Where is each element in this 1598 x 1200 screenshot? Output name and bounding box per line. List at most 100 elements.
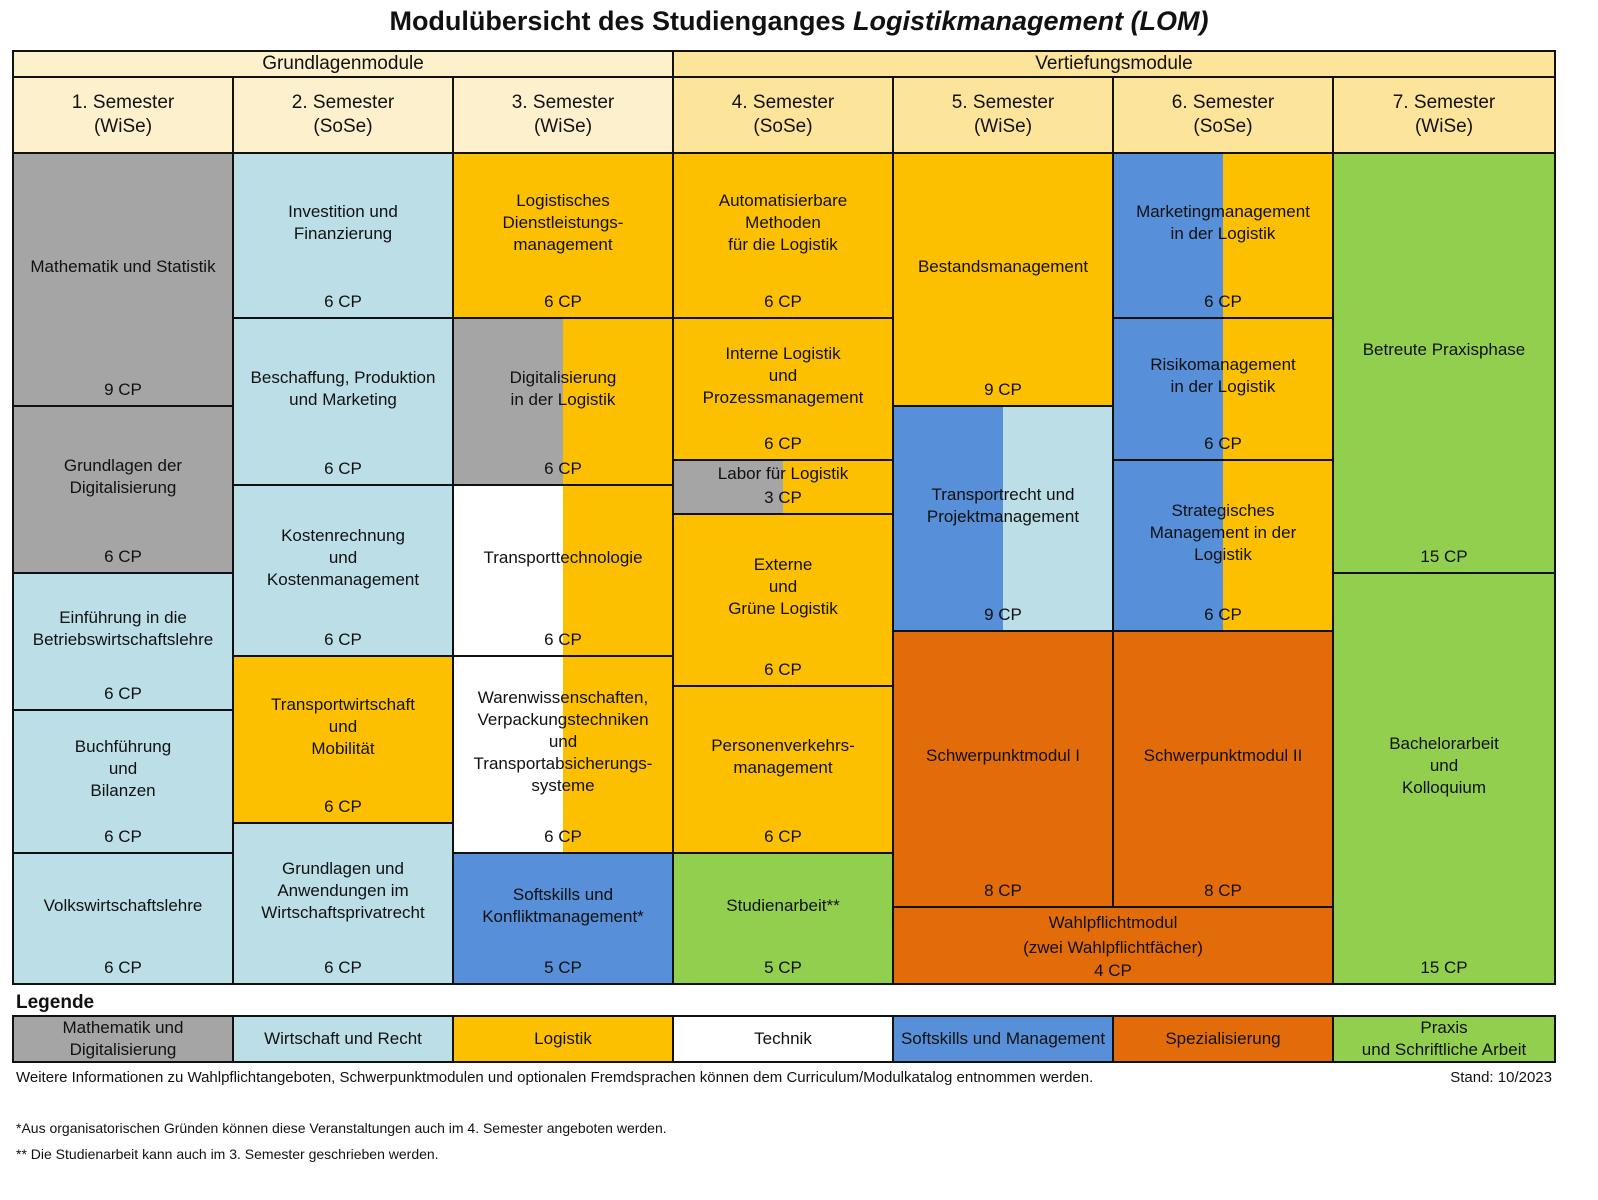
module-name: Marketingmanagement in der Logistik — [1136, 201, 1310, 243]
footnote-1: *Aus organisatorischen Gründen können di… — [16, 1120, 667, 1136]
module-vwl: Volkswirtschaftslehre 6 CP — [12, 852, 234, 985]
module-name: Transportwirtschaft und Mobilität — [271, 694, 415, 758]
module-credits: 6 CP — [104, 684, 142, 703]
module-credits: 9 CP — [984, 380, 1022, 399]
module-credits: 6 CP — [104, 827, 142, 846]
module-schwer2: Schwerpunktmodul II 8 CP — [1112, 630, 1334, 908]
module-name: Grundlagen der Digitalisierung — [63, 455, 183, 497]
module-credits: 6 CP — [324, 797, 362, 816]
title-program: Logistikmanagement (LOM) — [853, 6, 1209, 36]
semester-header-1: 1. Semester (WiSe) — [12, 76, 234, 154]
module-beschaff: Beschaffung, Produktion und Marketing 6 C… — [232, 317, 454, 486]
module-name: Strategisches Management in der Logistik — [1149, 500, 1297, 564]
module-credits: 6 CP — [544, 292, 582, 311]
legend-item-4: Technik — [672, 1015, 894, 1063]
module-name: Kostenrechnung und Kostenmanagement — [266, 525, 420, 589]
module-studienarbeit: Studienarbeit** 5 CP — [672, 852, 894, 985]
module-bestand: Bestandsmanagement 9 CP — [892, 152, 1114, 407]
module-marketing-secondary-category — [1114, 154, 1223, 317]
module-name: Digitalisierung in der Logistik — [509, 367, 617, 409]
module-schwer1: Schwerpunktmodul I 8 CP — [892, 630, 1114, 908]
module-bwl: Einführung in die Betriebswirtschaftsleh… — [12, 572, 234, 711]
module-grund_digi: Grundlagen der Digitalisierung 6 CP — [12, 405, 234, 574]
module-digilog-secondary-category — [454, 319, 563, 484]
module-labor: Labor für Logistik 3 CP — [672, 459, 894, 515]
module-transportw: Transportwirtschaft und Mobilität 6 CP — [232, 655, 454, 824]
module-credits: 6 CP — [764, 292, 802, 311]
page-title: Modulübersicht des Studienganges Logisti… — [0, 6, 1598, 37]
module-waren: Warenwissenschaften, Verpackungstechnike… — [452, 655, 674, 854]
legend-item-1: Mathematik und Digitalisierung — [12, 1015, 234, 1063]
legend-item-7: Praxis und Schriftliche Arbeit — [1332, 1015, 1556, 1063]
module-strateg-secondary-category — [1114, 461, 1223, 630]
semester-header-5: 5. Semester (WiSe) — [892, 76, 1114, 154]
module-buchf: Buchführung und Bilanzen 6 CP — [12, 709, 234, 854]
module-credits: 9 CP — [104, 380, 142, 399]
module-name: Bestandsmanagement — [917, 256, 1089, 276]
module-logdienst: Logistisches Dienstleistungs- management… — [452, 152, 674, 319]
module-name: Schwerpunktmodul II — [1143, 746, 1303, 765]
module-name: Grundlagen und Anwendungen im Wirtschaft… — [261, 858, 425, 922]
module-credits: 6 CP — [764, 660, 802, 679]
module-credits: 6 CP — [104, 547, 142, 566]
module-name: Externe und Grüne Logistik — [728, 555, 838, 618]
module-praxis: Betreute Praxisphase 15 CP — [1332, 152, 1556, 574]
module-credits: 6 CP — [544, 827, 582, 846]
module-name: Risikomanagement in der Logistik — [1150, 355, 1296, 396]
module-credits: 5 CP — [764, 958, 802, 977]
module-credits: 6 CP — [324, 459, 362, 478]
module-credits: 3 CP — [764, 488, 802, 507]
group-header-grundlagen: Grundlagenmodule — [12, 50, 674, 78]
module-credits: 6 CP — [544, 459, 582, 478]
semester-header-4: 4. Semester (SoSe) — [672, 76, 894, 154]
module-credits: 6 CP — [104, 958, 142, 977]
module-name: Softskills und Konfliktmanagement* — [482, 884, 644, 926]
module-name: Logistisches Dienstleistungs- management — [502, 190, 624, 254]
group-header-vertiefung: Vertiefungsmodule — [672, 50, 1556, 78]
module-credits: 8 CP — [1204, 881, 1242, 900]
module-transrecht-secondary-category — [894, 407, 1003, 630]
footer-info: Weitere Informationen zu Wahlpflichtange… — [16, 1069, 1094, 1086]
module-risiko: Risikomanagement in der Logistik 6 CP — [1112, 317, 1334, 461]
module-credits: 6 CP — [324, 630, 362, 649]
module-credits: 6 CP — [324, 292, 362, 311]
module-mathe: Mathematik und Statistik 9 CP — [12, 152, 234, 407]
module-credits: 8 CP — [984, 881, 1022, 900]
module-personen: Personenverkehrs- management 6 CP — [672, 685, 894, 854]
module-name: Buchführung und Bilanzen — [74, 736, 172, 800]
module-credits: 6 CP — [764, 827, 802, 846]
module-name: Automatisierbare Methoden für die Logist… — [718, 190, 848, 254]
module-transrecht: Transportrecht und Projektmanagement 9 CP — [892, 405, 1114, 632]
module-credits: 6 CP — [764, 434, 802, 453]
module-transtech-secondary-category — [454, 486, 563, 655]
module-name: Mathematik und Statistik — [30, 256, 216, 276]
module-name: Bachelorarbeit und Kolloquium — [1389, 733, 1499, 797]
module-strateg: Strategisches Management in der Logistik… — [1112, 459, 1334, 632]
module-name: Betreute Praxisphase — [1362, 340, 1526, 359]
module-credits: 6 CP — [1204, 434, 1242, 453]
module-credits: 4 CP — [1094, 961, 1132, 980]
module-name: Interne Logistik und Prozessmanagement — [702, 344, 864, 407]
legend-item-2: Wirtschaft und Recht — [232, 1015, 454, 1063]
module-bachelor: Bachelorarbeit und Kolloquium 15 CP — [1332, 572, 1556, 985]
module-name: Transporttechnologie — [483, 547, 643, 567]
semester-header-6: 6. Semester (SoSe) — [1112, 76, 1334, 154]
module-digilog: Digitalisierung in der Logistik 6 CP — [452, 317, 674, 486]
module-credits: 6 CP — [324, 958, 362, 977]
module-credits: 6 CP — [1204, 605, 1242, 624]
legend-item-6: Spezialisierung — [1112, 1015, 1334, 1063]
module-name: Warenwissenschaften, Verpackungstechnike… — [473, 687, 653, 795]
module-softskills: Softskills und Konfliktmanagement* 5 CP — [452, 852, 674, 985]
module-automat: Automatisierbare Methoden für die Logist… — [672, 152, 894, 319]
module-name: Einführung in die Betriebswirtschaftsleh… — [32, 607, 214, 649]
module-extern: Externe und Grüne Logistik 6 CP — [672, 513, 894, 687]
semester-header-3: 3. Semester (WiSe) — [452, 76, 674, 154]
module-name: Studienarbeit** — [726, 895, 840, 915]
legend-item-3: Logistik — [452, 1015, 674, 1063]
module-credits: 15 CP — [1420, 958, 1468, 977]
module-intern: Interne Logistik und Prozessmanagement 6 … — [672, 317, 894, 461]
module-invest: Investition und Finanzierung 6 CP — [232, 152, 454, 319]
title-main: Modulübersicht des Studienganges — [389, 6, 854, 36]
module-credits: 15 CP — [1420, 547, 1468, 566]
footnote-2: ** Die Studienarbeit kann auch im 3. Sem… — [16, 1146, 439, 1162]
